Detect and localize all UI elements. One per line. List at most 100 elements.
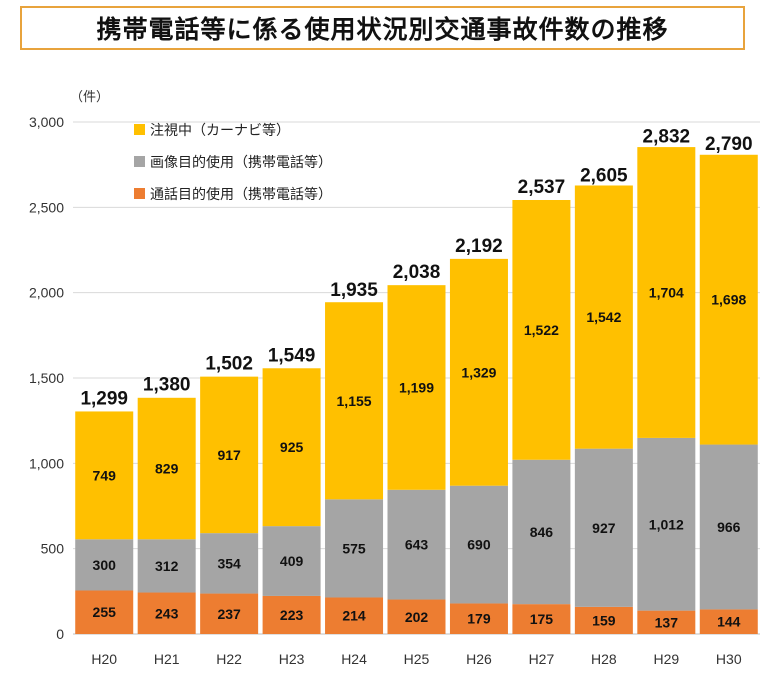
data-label: 643 <box>405 537 429 553</box>
data-label: 243 <box>155 605 179 621</box>
data-label: 144 <box>717 614 741 630</box>
y-tick-label: 3,000 <box>29 114 64 130</box>
x-tick-label: H26 <box>466 651 492 667</box>
x-tick-label: H20 <box>91 651 117 667</box>
x-tick-label: H24 <box>341 651 367 667</box>
bar-segment <box>200 593 259 634</box>
bar-segment <box>200 533 259 594</box>
data-label: 966 <box>717 519 741 535</box>
data-label: 1,704 <box>649 284 684 300</box>
bar-segment <box>699 609 758 634</box>
data-label: 1,542 <box>586 309 621 325</box>
legend-swatch <box>134 124 145 135</box>
x-tick-label: H27 <box>529 651 555 667</box>
x-tick-label: H21 <box>154 651 180 667</box>
data-label: 354 <box>217 555 241 571</box>
legend-label: 通話目的使用（携帯電話等） <box>150 186 332 203</box>
legend-swatch <box>134 156 145 167</box>
bar-segment <box>262 368 321 527</box>
y-tick-label: 1,000 <box>29 455 64 471</box>
total-label: 2,038 <box>393 262 441 283</box>
data-label: 690 <box>467 537 491 553</box>
x-tick-label: H25 <box>404 651 430 667</box>
data-label: 159 <box>592 612 616 628</box>
data-label: 846 <box>530 524 554 540</box>
bar-segment <box>512 459 571 605</box>
x-tick-label: H30 <box>716 651 742 667</box>
data-label: 1,199 <box>399 379 434 395</box>
total-label: 1,935 <box>330 280 378 301</box>
legend-layer: 注視中（カーナビ等） 画像目的使用（携帯電話等） 通話目的使用（携帯電話等） <box>134 122 332 203</box>
bar-segment <box>325 597 384 634</box>
total-label: 1,549 <box>268 346 316 367</box>
bar-segment <box>137 397 196 540</box>
data-label: 917 <box>217 447 241 463</box>
data-label: 179 <box>467 611 491 627</box>
total-label: 1,299 <box>80 388 128 409</box>
y-axis-unit-label: （件） <box>70 90 109 105</box>
data-label: 575 <box>342 540 366 556</box>
y-tick-label: 1,500 <box>29 370 64 386</box>
data-label: 1,329 <box>461 364 496 380</box>
bar-segment <box>449 485 508 604</box>
x-tick-label: H28 <box>591 651 617 667</box>
y-tick-label: 0 <box>56 626 64 642</box>
data-label: 175 <box>530 611 554 627</box>
bar-segment <box>512 604 571 634</box>
data-label: 925 <box>280 439 304 455</box>
bar-segment <box>387 285 446 490</box>
legend-label: 注視中（カーナビ等） <box>150 122 290 139</box>
bar-segment <box>387 489 446 600</box>
bar-segment <box>75 590 134 634</box>
data-label: 223 <box>280 607 304 623</box>
bar-segment <box>325 302 384 500</box>
bar-segment <box>637 610 696 634</box>
data-label: 1,698 <box>711 292 746 308</box>
bar-segment <box>637 437 696 611</box>
bar-segment <box>387 599 446 634</box>
data-label: 1,012 <box>649 516 684 532</box>
bar-segment <box>75 539 134 591</box>
y-tick-label: 2,000 <box>29 285 64 301</box>
data-label: 312 <box>155 558 179 574</box>
data-label: 409 <box>280 553 304 569</box>
total-label: 1,380 <box>143 374 191 395</box>
bar-segment <box>137 539 196 593</box>
data-label: 202 <box>405 609 429 625</box>
total-label: 2,537 <box>518 177 566 198</box>
bar-segment <box>137 592 196 634</box>
data-label: 1,155 <box>337 393 372 409</box>
bar-segment <box>574 448 633 607</box>
axis-layer: 0 500 1,000 1,500 2,000 2,500 3,000 （件） H20 H21 H2… <box>29 90 742 667</box>
bar-segment <box>262 526 321 596</box>
chart-title-box: 携帯電話等に係る使用状況別交通事故件数の推移 <box>20 6 745 50</box>
legend-swatch <box>134 188 145 199</box>
bar-segment <box>449 258 508 486</box>
total-label: 2,192 <box>455 236 503 257</box>
y-tick-label: 500 <box>41 541 65 557</box>
bar-segment <box>574 606 633 634</box>
bar-segment <box>325 499 384 598</box>
labels-layer: 255 300 749 1,299 243 312 829 1,380 237 354 917 1,5… <box>80 127 752 631</box>
bar-segment <box>574 185 633 449</box>
bar-segment <box>637 147 696 438</box>
data-label: 927 <box>592 520 616 536</box>
bar-segment <box>512 199 571 460</box>
total-label: 1,502 <box>205 354 253 375</box>
x-tick-label: H23 <box>279 651 305 667</box>
x-tick-label: H29 <box>653 651 679 667</box>
bar-segment <box>449 603 508 634</box>
legend-label: 画像目的使用（携帯電話等） <box>150 154 332 171</box>
data-label: 300 <box>93 557 117 573</box>
bars-layer <box>75 147 758 634</box>
total-label: 2,832 <box>643 127 691 148</box>
data-label: 137 <box>655 614 679 630</box>
total-label: 2,605 <box>580 165 628 186</box>
data-label: 255 <box>93 604 117 620</box>
bar-segment <box>262 595 321 634</box>
bar-segment <box>75 411 134 540</box>
chart-title: 携帯電話等に係る使用状況別交通事故件数の推移 <box>96 15 669 44</box>
bar-segment <box>699 444 758 610</box>
y-tick-label: 2,500 <box>29 199 64 215</box>
